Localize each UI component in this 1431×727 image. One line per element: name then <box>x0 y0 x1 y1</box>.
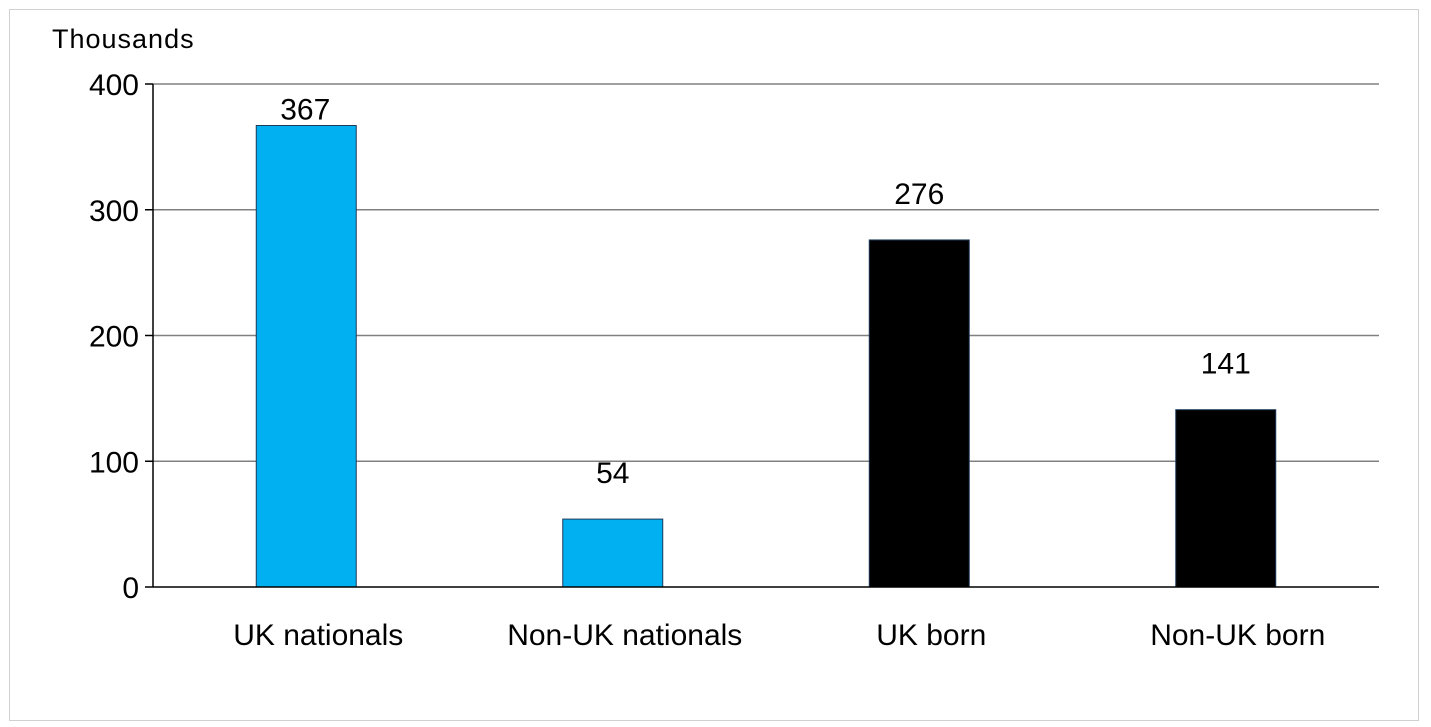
y-tick-label: 100 <box>89 446 139 479</box>
data-label: 276 <box>894 178 944 211</box>
bar <box>868 239 970 588</box>
y-tick-label: 400 <box>89 69 139 102</box>
data-label: 141 <box>1201 348 1251 381</box>
bar <box>562 518 664 588</box>
x-category-label: Non-UK nationals <box>507 619 742 652</box>
x-axis-labels: UK nationals Non-UK nationals UK born Non-U… <box>233 619 1325 652</box>
y-tick-label: 200 <box>89 321 139 354</box>
y-axis-ticks: 0 100 200 300 400 <box>89 69 153 605</box>
bars <box>255 124 1277 588</box>
y-tick-label: 0 <box>122 572 139 605</box>
x-category-label: Non-UK born <box>1150 619 1325 652</box>
bar <box>255 124 357 588</box>
bar <box>1175 409 1277 588</box>
data-label: 367 <box>280 93 330 126</box>
y-tick-label: 300 <box>89 195 139 228</box>
x-category-label: UK born <box>876 619 986 652</box>
chart-frame <box>9 9 1419 721</box>
data-labels: 367 54 276 141 <box>280 93 1251 490</box>
data-label: 54 <box>596 457 629 490</box>
unit-label: Thousands <box>52 24 195 54</box>
x-category-label: UK nationals <box>233 619 403 652</box>
gridlines <box>153 83 1379 462</box>
